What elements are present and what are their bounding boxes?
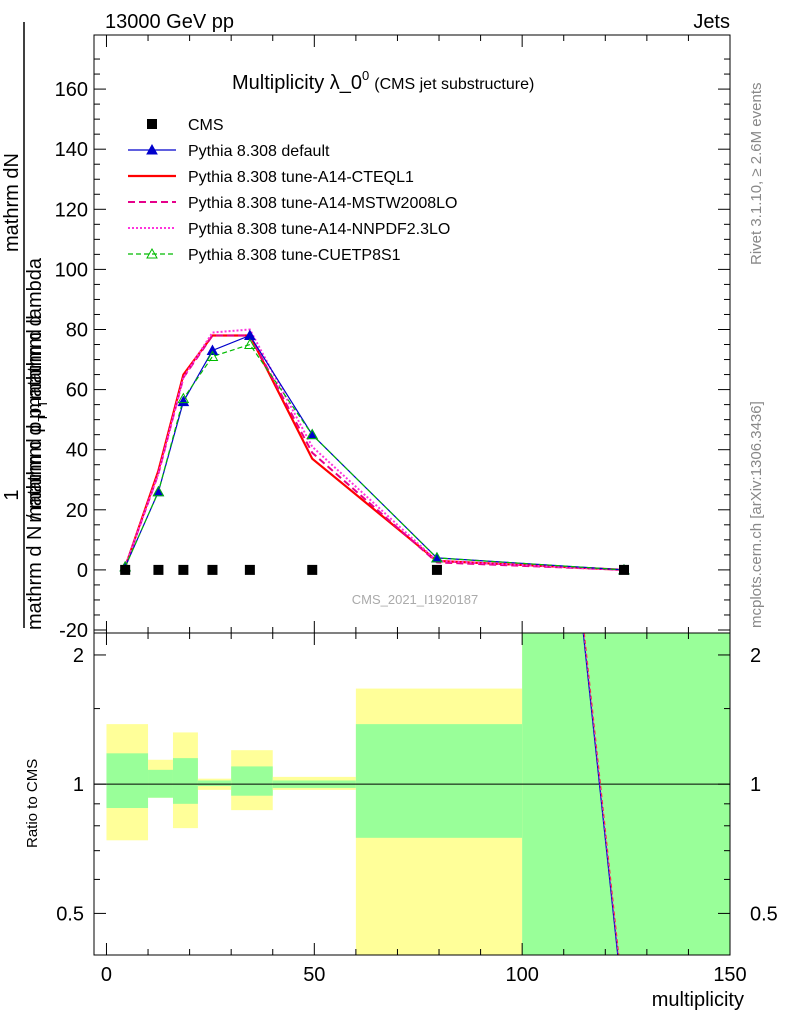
main-plot-area: -20 0 20 40 60 80 100 120 140 160 [55, 34, 731, 642]
series-marker-default [206, 344, 219, 356]
series-marker-cuetp [206, 350, 219, 362]
main-plot-title: Multiplicity λ_00 (CMS jet substructure) [232, 68, 534, 94]
series-marker-cuetp [152, 485, 165, 497]
series-marker-default [177, 395, 190, 407]
ratio-ytick-label-right: 1 [750, 774, 761, 796]
main-ytick-label: 140 [55, 139, 88, 161]
legend-marker-default [146, 143, 158, 155]
ratio-band-inner [355, 724, 523, 838]
title-superscript: 0 [362, 68, 369, 83]
legend-label-data: CMS [188, 117, 224, 134]
analysis-watermark: CMS_2021_I1920187 [352, 592, 479, 607]
svg-text:Multiplicity λ_00(CMS jet subs: Multiplicity λ_00 (CMS jet substructure) [232, 68, 534, 94]
series-line-cteql1 [124, 334, 625, 571]
cms-data-point [207, 564, 218, 575]
ratio-band-inner [197, 780, 232, 787]
ylabel-denominator-text: mathrm d pTmathrm d lambda [24, 257, 50, 523]
ratio-ytick-label: 1 [73, 774, 84, 796]
ratio-band-inner [522, 633, 730, 955]
main-ytick-label: 40 [66, 440, 88, 462]
ylabel-numerator: mathrm dN [1, 153, 23, 252]
ratio-ytick-label: 2 [73, 645, 84, 667]
main-ytick-label: 120 [55, 199, 88, 221]
header-right: Jets [693, 11, 730, 33]
series-marker-default [152, 485, 165, 497]
legend: CMS Pythia 8.308 default Pythia 8.308 tune… [128, 117, 457, 264]
legend-marker-cuetp [146, 247, 158, 259]
ylabel-line2: mathrm d [24, 315, 46, 399]
ratio-frame [93, 632, 731, 956]
legend-label-mstw: Pythia 8.308 tune-A14-MSTW2008LO [188, 195, 457, 212]
series-marker-cuetp [306, 428, 319, 440]
ratio-plot-area: 0.5 0.5 1 1 2 2 0 50 100 150 [56, 632, 778, 986]
ylabel-line1: mathrm d N / mathrm d p [24, 408, 46, 630]
series-line-default [124, 334, 625, 571]
series-marker-cuetp [244, 338, 256, 350]
legend-label-nnpdf: Pythia 8.308 tune-A14-NNPDF2.3LO [188, 221, 450, 238]
main-ytick-label: -20 [59, 620, 88, 642]
main-ytick-label: 100 [55, 259, 88, 281]
series-marker-cuetp [177, 392, 190, 404]
ratio-ytick-label-right: 0.5 [750, 903, 778, 925]
title-main: Multiplicity λ_0 [232, 72, 362, 94]
title-suffix: (CMS jet substructure) [374, 76, 534, 93]
ratio-xtick-label: 150 [713, 964, 746, 986]
cms-data-point [153, 564, 164, 575]
cms-data-point [619, 564, 629, 575]
main-ytick-label: 80 [66, 319, 88, 341]
ratio-xtick-label: 50 [303, 964, 325, 986]
cms-data-point [244, 564, 255, 575]
series-line-mstw [124, 334, 625, 571]
ratio-xtick-label: 100 [505, 964, 538, 986]
rivet-version-text: Rivet 3.1.10, ≥ 2.6M events [748, 83, 765, 266]
series-line-cuetp [124, 343, 625, 571]
ratio-ytick-label-right: 2 [750, 645, 761, 667]
series-line-nnpdf [124, 328, 625, 571]
series-marker-default [306, 428, 319, 440]
main-ytick-label: 160 [55, 79, 88, 101]
ratio-band-inner [106, 753, 149, 809]
x-axis-label: multiplicity [652, 989, 744, 1011]
cms-data-point [120, 564, 131, 575]
legend-marker-cms [147, 119, 157, 129]
mcplots-reference-text: mcplots.cern.ch [arXiv:1306.3436] [748, 401, 765, 628]
ylabel-sub1: T [35, 400, 50, 408]
series-marker-cuetp [431, 551, 443, 563]
main-ylabel: 1 mathrm d N / mathrm d pTmathrm d mathr… [1, 22, 50, 630]
ratio-mc-line [583, 632, 619, 956]
ylabel-one: 1 [1, 489, 23, 500]
svg-text:mathrm d N / mathrm d pTmathrm: mathrm d N / mathrm d pTmathrm d [24, 315, 50, 630]
header-left: 13000 GeV pp [105, 11, 234, 33]
ratio-band-inner [172, 758, 198, 804]
cms-data-point [307, 564, 318, 575]
legend-label-cteql1: Pythia 8.308 tune-A14-CTEQL1 [188, 169, 414, 186]
main-ytick-label: 20 [66, 500, 88, 522]
ratio-ylabel: Ratio to CMS [24, 759, 41, 848]
ratio-xtick-label: 0 [101, 964, 112, 986]
legend-label-cuetp: Pythia 8.308 tune-CUETP8S1 [188, 247, 401, 264]
main-ytick-label: 60 [66, 380, 88, 402]
cms-data-point [178, 564, 189, 575]
ratio-ytick-label: 0.5 [56, 903, 84, 925]
ratio-band-inner [231, 766, 273, 796]
cms-data-point [431, 564, 442, 575]
legend-label-default: Pythia 8.308 default [188, 143, 330, 160]
main-ytick-label: 0 [77, 560, 88, 582]
